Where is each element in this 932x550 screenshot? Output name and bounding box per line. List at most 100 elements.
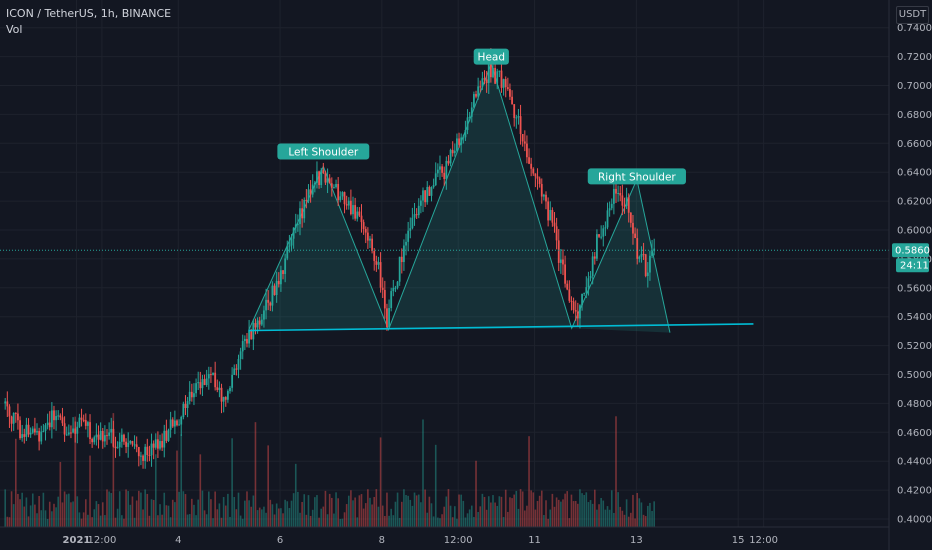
candle-body	[220, 387, 223, 402]
price-tick-label: 0.4200	[897, 486, 932, 497]
price-tick-label: 0.7400	[897, 23, 932, 34]
candle-body	[57, 415, 60, 417]
candle-body	[475, 94, 477, 97]
volume-bar	[280, 508, 282, 527]
candle-body	[8, 406, 11, 417]
candle-body	[70, 432, 72, 434]
neckline[interactable]	[248, 323, 754, 332]
candle-body	[538, 178, 541, 184]
volume-bar	[500, 496, 503, 527]
volume-bar	[282, 513, 284, 527]
volume-bars	[4, 413, 655, 527]
volume-bar	[642, 514, 645, 527]
currency-badge[interactable]: USDT	[896, 6, 929, 24]
candle-body	[485, 79, 488, 84]
candle-body	[205, 378, 208, 386]
volume-bar	[468, 509, 471, 527]
volume-bar	[604, 509, 607, 527]
candle-body	[46, 422, 49, 426]
candle-body	[564, 264, 566, 284]
volume-bar	[89, 455, 91, 527]
volume-bar	[367, 489, 369, 527]
volume-bar	[256, 510, 259, 527]
symbol-title[interactable]: ICON / TetherUS, 1h, BINANCE	[6, 7, 172, 20]
volume-bar	[352, 500, 354, 527]
candle-body	[254, 323, 257, 328]
volume-bar	[241, 518, 244, 527]
candle-body	[646, 272, 649, 276]
candle-body	[596, 234, 598, 259]
volume-bar	[261, 509, 263, 527]
volume-bar	[309, 515, 312, 527]
volume-bar	[451, 517, 454, 527]
candle-body	[515, 117, 518, 119]
candle-body	[528, 157, 530, 164]
volume-bar	[154, 454, 157, 527]
candle-body	[511, 96, 513, 105]
volume-bar	[144, 489, 146, 527]
candle-body	[197, 382, 200, 384]
volume-bar	[163, 492, 166, 527]
candle-body	[492, 67, 494, 78]
volume-bar	[545, 500, 547, 527]
volume-bar	[562, 499, 564, 527]
candle-body	[311, 184, 314, 195]
volume-bar	[532, 492, 535, 527]
candle-body	[112, 428, 115, 447]
candle-body	[644, 254, 647, 276]
candle-body	[44, 425, 47, 431]
candle-body	[625, 197, 628, 206]
volume-bar	[292, 493, 295, 527]
candle-body	[275, 280, 278, 296]
volume-bar	[12, 504, 15, 527]
candle-body	[602, 228, 605, 237]
price-tick-label: 0.4000	[897, 515, 932, 526]
candle-body	[536, 176, 539, 179]
candle-body	[559, 259, 562, 263]
volume-bar	[97, 504, 100, 527]
price-axis[interactable]: 0.7400 0.7200 0.7000 0.6800 0.6600 0.6400 0.62…	[888, 0, 932, 550]
candle-body	[439, 166, 441, 170]
volume-bar	[411, 505, 414, 527]
candle-body	[411, 217, 414, 229]
volume-bar	[244, 500, 246, 527]
volume-bar	[169, 517, 172, 527]
volume-bar	[347, 495, 350, 527]
pattern-label: Head	[478, 52, 505, 64]
volume-bar	[570, 494, 573, 527]
candle-body	[273, 285, 276, 296]
volume-bar	[462, 500, 465, 527]
candle-body	[598, 234, 600, 237]
candle-body	[494, 67, 497, 84]
volume-bar	[400, 501, 403, 527]
volume-bar	[42, 492, 45, 527]
candle-body	[256, 320, 259, 328]
volume-bar	[504, 489, 507, 527]
volume-bar	[320, 508, 323, 527]
candle-body	[642, 254, 645, 256]
countdown-label: 24:11	[900, 261, 929, 272]
volume-bar	[613, 512, 615, 527]
candle-body	[481, 78, 484, 87]
volume-bar	[148, 515, 151, 527]
volume-bar	[199, 454, 202, 527]
candle-body	[409, 228, 412, 231]
volume-bar	[494, 502, 496, 527]
volume-bar	[587, 502, 590, 527]
volume-bar	[583, 494, 585, 527]
volume-bar	[479, 506, 482, 527]
candle-body	[498, 70, 501, 72]
volume-legend[interactable]: Vol	[6, 23, 23, 36]
volume-bar	[530, 490, 532, 527]
candle-body	[80, 417, 83, 420]
volume-bar	[335, 492, 337, 527]
volume-bar	[369, 497, 371, 527]
volume-bar	[311, 509, 314, 527]
candle-body	[269, 302, 272, 306]
volume-bar	[17, 493, 19, 527]
volume-bar	[549, 509, 552, 527]
candle-body	[14, 412, 17, 414]
volume-bar	[581, 493, 583, 527]
